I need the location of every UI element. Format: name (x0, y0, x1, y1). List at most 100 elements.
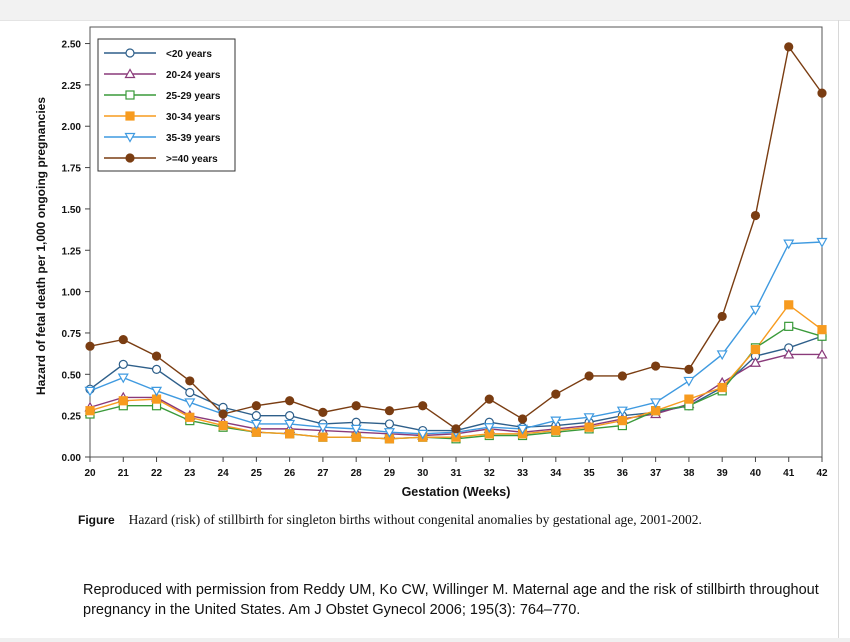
figure-caption: Figure Hazard (risk) of stillbirth for si… (78, 512, 818, 528)
data-point (85, 341, 95, 351)
data-point (350, 424, 362, 435)
data-point (584, 371, 594, 381)
x-tick-label: 30 (417, 468, 429, 479)
y-axis: 0.00 0.25 0.50 0.75 1.00 1.25 1.50 1.75 2.00 2.25… (62, 40, 90, 464)
data-point (617, 416, 627, 426)
x-tick-label: 36 (617, 468, 629, 479)
data-point (417, 429, 429, 440)
data-point (716, 350, 728, 361)
window-side-edge (838, 20, 839, 638)
data-point (318, 407, 328, 417)
legend-label: 30-34 years (166, 112, 221, 123)
legend-marker (125, 48, 135, 58)
x-tick-label: 26 (284, 468, 296, 479)
x-tick-label: 21 (118, 468, 130, 479)
data-point (384, 419, 395, 429)
data-point (351, 401, 361, 411)
x-tick-label: 37 (650, 468, 662, 479)
data-point (617, 371, 627, 381)
x-tick-label: 27 (317, 468, 329, 479)
legend-entry: 30-34 years (104, 111, 221, 123)
data-point (651, 361, 661, 371)
window-top-bar (0, 0, 850, 21)
y-tick-label: 2.00 (62, 122, 82, 133)
legend-entry: 25-29 years (104, 90, 221, 102)
data-point (784, 300, 794, 310)
figure-caption-text: Hazard (risk) of stillbirth for singleto… (128, 512, 702, 527)
data-point (550, 416, 562, 427)
legend-entry: >=40 years (104, 153, 218, 165)
data-point (118, 359, 128, 369)
data-point (749, 305, 761, 316)
data-point (218, 420, 228, 431)
data-point (816, 348, 828, 359)
stillbirth-hazard-chart: 0.00 0.25 0.50 0.75 1.00 1.25 1.50 1.75 2.00 2.25… (34, 26, 828, 499)
data-point (616, 406, 628, 417)
data-point (318, 432, 328, 442)
data-point (517, 424, 529, 435)
data-point (584, 422, 594, 432)
series-line-2 (89, 325, 823, 440)
legend-label: 20-24 years (166, 70, 221, 81)
data-point (451, 424, 461, 434)
x-tick-label: 25 (251, 468, 263, 479)
data-point (418, 401, 428, 411)
data-point (784, 321, 794, 331)
data-point (184, 398, 196, 409)
legend-entry: 20-24 years (104, 68, 221, 81)
window-bottom-edge (0, 638, 850, 642)
legend-entry: 35-39 years (104, 132, 221, 144)
data-point (118, 334, 128, 345)
series-line-4 (89, 241, 823, 435)
x-tick-label: 40 (750, 468, 762, 479)
data-point (783, 348, 795, 359)
x-tick-label: 39 (717, 468, 729, 479)
data-point (750, 344, 761, 355)
data-point (85, 406, 95, 416)
data-point (285, 411, 295, 421)
data-point (817, 88, 827, 98)
data-point (583, 413, 595, 424)
series-line-0 (89, 335, 823, 432)
data-point (517, 414, 528, 424)
x-tick-label: 34 (550, 468, 562, 479)
legend-entry: <20 years (104, 48, 212, 60)
data-point (650, 398, 662, 409)
x-tick-label: 28 (351, 468, 363, 479)
data-point (750, 210, 761, 221)
x-tick-label: 22 (151, 468, 163, 479)
data-point (816, 237, 828, 248)
legend-label: >=40 years (166, 154, 218, 165)
legend-marker (125, 153, 135, 163)
data-point (317, 423, 329, 433)
x-tick-label: 24 (218, 468, 230, 479)
data-point (185, 376, 195, 386)
y-tick-label: 0.00 (62, 453, 82, 464)
data-point (551, 389, 561, 399)
data-point (783, 239, 795, 250)
y-tick-label: 1.75 (62, 164, 82, 175)
data-point (185, 412, 195, 422)
data-point (483, 423, 495, 433)
x-tick-label: 29 (384, 468, 396, 479)
y-tick-label: 0.50 (62, 370, 82, 381)
legend-label: <20 years (166, 49, 212, 60)
data-point (285, 396, 295, 406)
data-point (383, 428, 395, 438)
data-point (250, 419, 262, 430)
legend-label: 25-29 years (166, 91, 221, 102)
data-point (118, 396, 128, 406)
y-tick-label: 1.00 (62, 288, 82, 299)
x-axis-label: Gestation (Weeks) (402, 485, 511, 499)
data-point (749, 357, 761, 367)
y-tick-label: 1.50 (62, 205, 82, 216)
figure-caption-label: Figure (78, 513, 115, 527)
y-tick-label: 0.25 (62, 412, 82, 423)
citation-text: Reproduced with permission from Reddy UM… (83, 582, 819, 618)
x-tick-label: 33 (517, 468, 529, 479)
x-tick-label: 38 (683, 468, 695, 479)
data-point (717, 382, 727, 393)
x-tick-label: 31 (450, 468, 462, 479)
legend-label: 35-39 years (166, 133, 221, 144)
data-point (285, 429, 295, 439)
